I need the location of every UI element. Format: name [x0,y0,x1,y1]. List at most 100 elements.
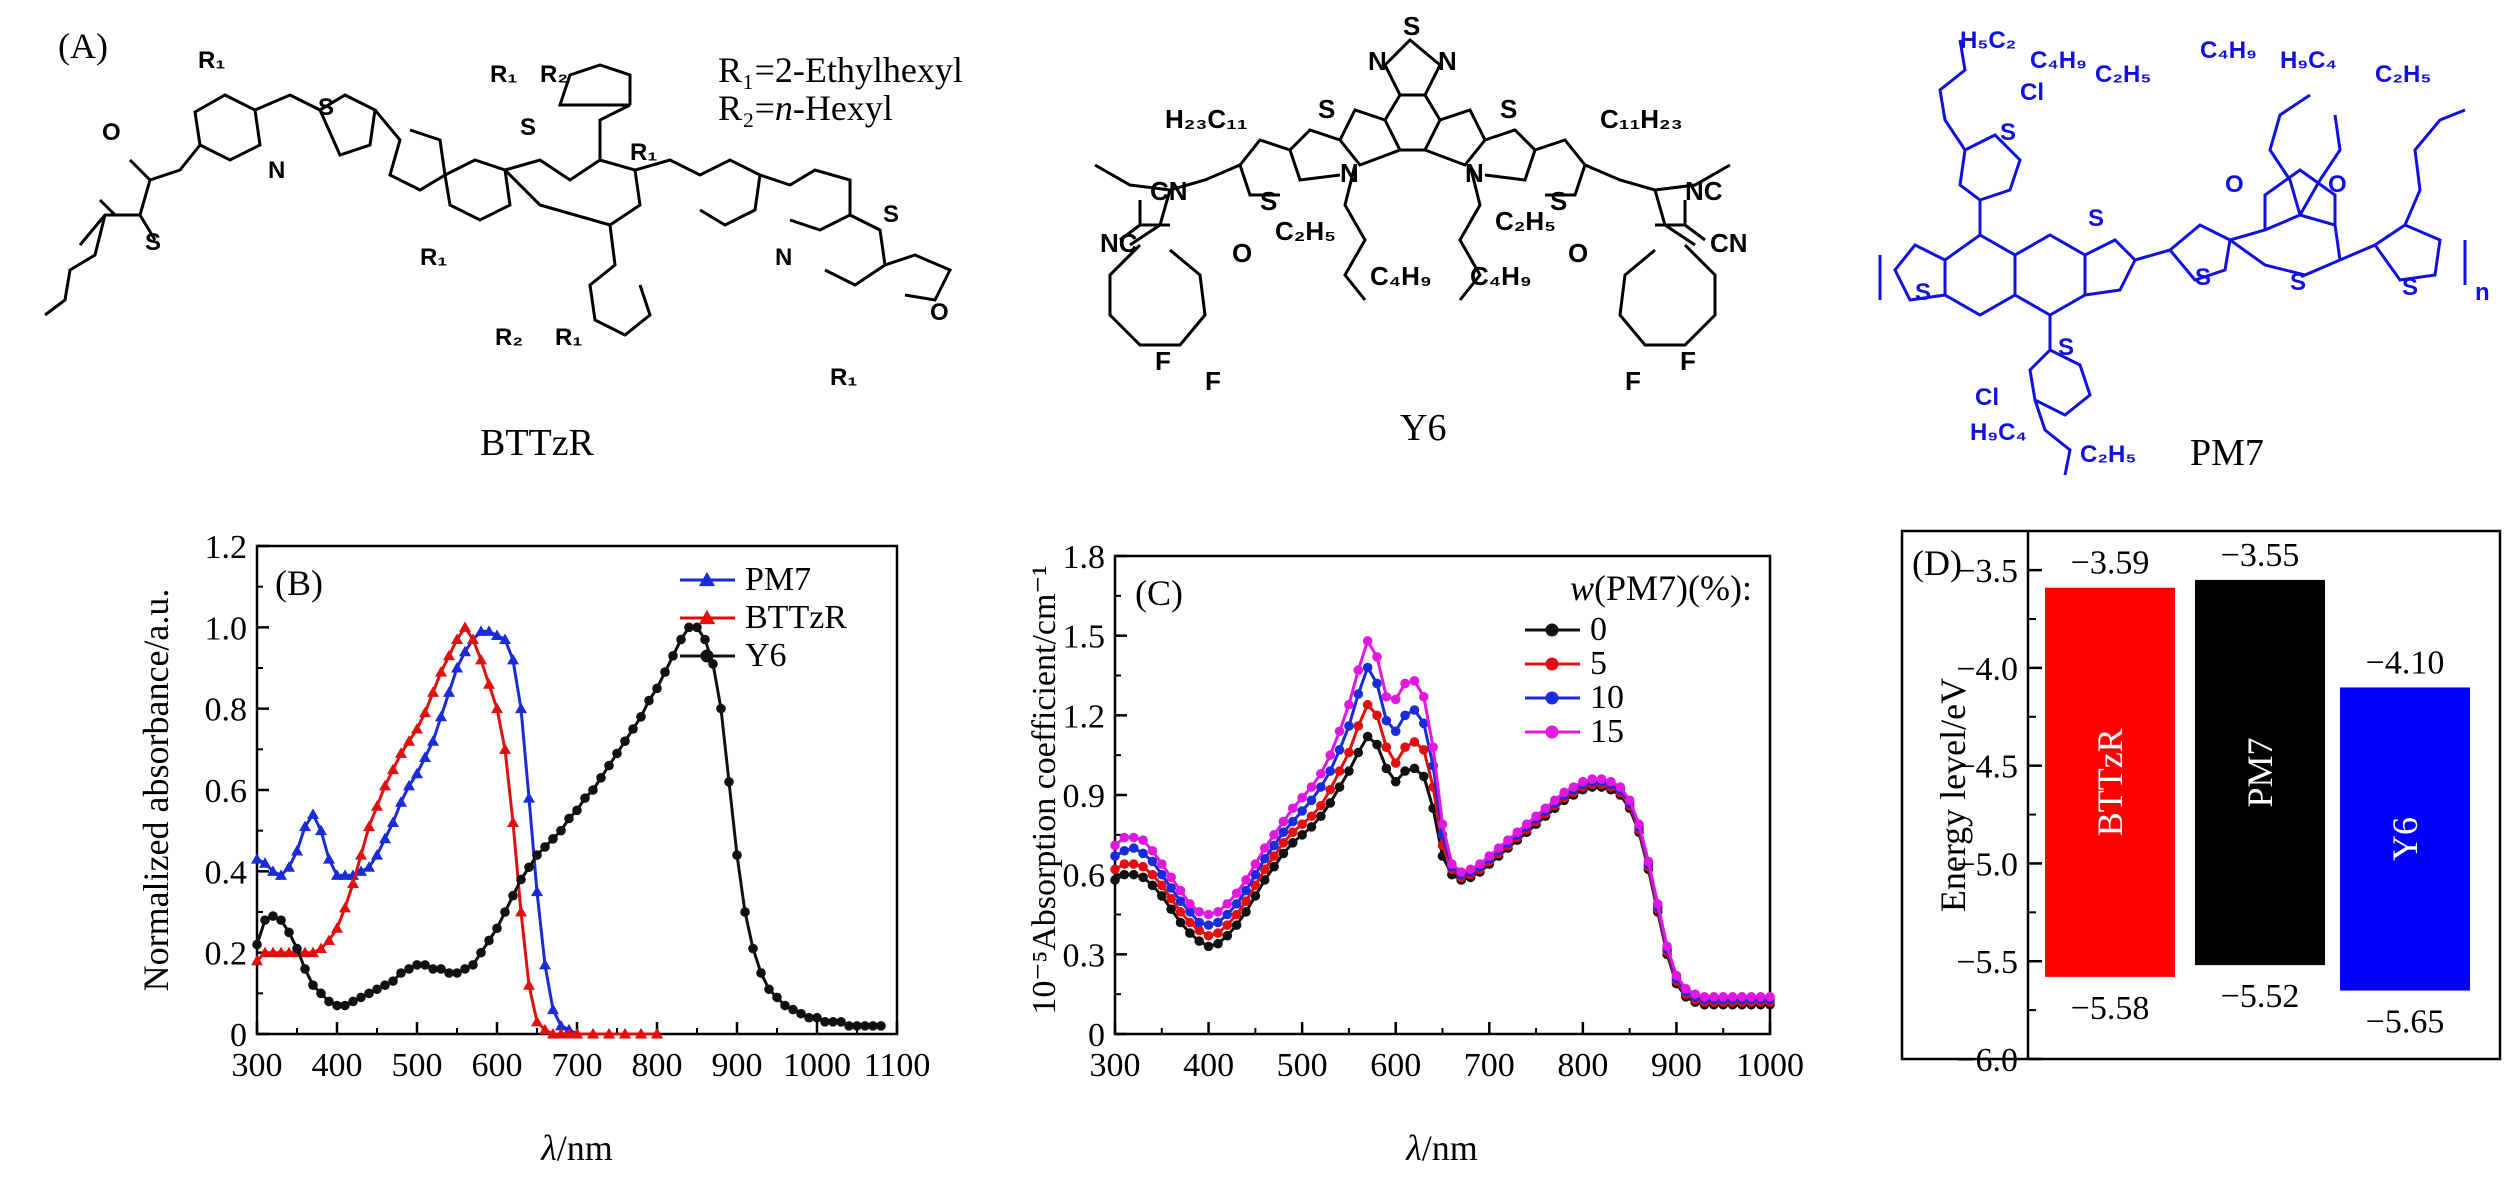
data-point-15 [1287,803,1298,814]
data-point-5 [1110,864,1120,875]
data-point-Y6 [356,992,366,1003]
pm7-s-7: S [2402,274,2418,301]
bttzr-atom-r1-e: R₁ [420,244,447,271]
chart-b-ylabel: Normalized absorbance/a.u. [136,589,176,992]
chart-d-ylabel: Energy level/eV [1933,678,1973,912]
bttzr-atom-s-a: S [145,229,161,256]
y6-atom-n-core-left: N [1340,158,1359,188]
data-point-15 [1680,984,1691,994]
data-point-10 [1185,907,1195,917]
data-point-5 [1334,766,1345,776]
y6-atom-s-2: S [1500,94,1517,124]
data-point-10 [1297,806,1307,816]
pm7-structure [1878,39,2467,476]
x-tick-label: 1100 [864,1047,931,1084]
data-point-Y6 [700,634,710,645]
legend-label-5: 5 [1590,645,1607,682]
chart-d-bars: −3.59 −5.58 BTTzR −3.55 −5.52 PM7 −4.10 −5.65 Y6 [2045,537,2470,1041]
data-point-15 [1662,941,1672,952]
y-tick-label: 0.3 [1063,937,1106,974]
y-tick-label: 0.9 [1063,778,1106,815]
data-point-Y6 [868,1021,878,1031]
data-point-0 [1372,739,1382,750]
pm7-n-subscript: n [2475,279,2490,306]
y6-atom-s-3: S [1260,186,1277,216]
series-line-Y6 [255,625,881,1028]
data-point-Y6 [796,1008,806,1019]
data-point-Y6 [596,773,606,783]
data-point-Y6 [580,793,590,803]
bttzr-r1-definition: R₁=2-Ethylhexyl [718,50,963,90]
data-point-Y6 [540,842,550,852]
data-point-Y6 [468,960,478,970]
data-point-BTTzR [395,747,407,758]
data-point-15 [1718,992,1729,1002]
data-point-5 [1250,880,1261,891]
data-point-Y6 [828,1017,838,1027]
data-point-15 [1334,726,1345,737]
data-point-Y6 [820,1017,830,1027]
data-point-Y6 [324,996,334,1007]
pm7-c4h9-mid: C₄H₉ [2200,37,2257,64]
data-point-15 [1269,830,1279,840]
y6-c4h9-left: C₄H₉ [1370,261,1432,291]
chart-d-frame [1900,529,2502,1061]
data-point-Y6 [812,1012,822,1023]
y6-c2h5-right: C₂H₅ [1495,206,1556,236]
data-point-10 [1128,843,1139,853]
data-point-10 [1269,840,1279,851]
bttzr-atom-r1-d: R₁ [630,139,657,166]
bttzr-atom-s-d: S [883,201,899,228]
data-point-10 [1287,816,1298,827]
data-point-Y6 [308,980,318,990]
data-point-Y6 [620,736,630,746]
pm7-s-4: S [2058,334,2074,361]
x-tick-label: 800 [1557,1047,1608,1084]
chart-c-ticks: 300 400 500 600 700 800 900 1000 0 0.3 0.6 0.9 1.2 1.… [1063,539,1805,1084]
data-point-Y6 [660,667,670,677]
data-point-PM7 [283,861,295,872]
legend-marker-Y6 [700,649,714,663]
pm7-cl-bottom: Cl [1975,384,1999,411]
data-point-0 [1213,938,1223,949]
data-point-BTTzR [355,849,367,860]
data-point-5 [1241,896,1251,907]
y-tick-label: −3.5 [1956,553,2018,590]
data-point-0 [1334,782,1345,792]
data-point-0 [1138,872,1148,883]
data-point-PM7 [259,857,271,868]
data-point-BTTzR [443,649,455,661]
data-point-BTTzR [587,1028,599,1039]
data-point-15 [1652,899,1663,909]
data-point-0 [1119,869,1130,880]
pm7-s-5: S [2195,264,2211,291]
data-point-PM7 [475,625,487,636]
data-point-15 [1222,899,1233,909]
data-point-PM7 [403,779,415,791]
homo-label-Y6: −5.65 [2366,1004,2445,1041]
data-point-Y6 [692,622,702,633]
data-point-BTTzR [427,686,439,697]
data-point-10 [1156,869,1167,880]
legend-label-15: 15 [1590,713,1624,750]
data-point-15 [1278,816,1289,827]
y6-cn-right-top: NC [1685,176,1723,206]
data-point-Y6 [300,964,310,974]
data-point-10 [1400,710,1410,721]
y6-f-4: F [1680,346,1696,376]
data-point-5 [1259,864,1270,875]
chart-b-xlabel: λ/nm [540,1128,613,1168]
data-point-Y6 [588,785,598,795]
y6-f-1: F [1155,346,1171,376]
data-point-15 [1166,872,1176,883]
data-point-15 [1587,774,1598,784]
data-point-0 [1390,776,1401,787]
panel-label-c: (C) [1135,573,1183,613]
data-point-15 [1400,678,1410,689]
bar-name-PM7: PM7 [2240,737,2280,807]
pm7-c2h5-bottom: C₂H₅ [2080,441,2136,468]
data-point-Y6 [436,964,446,974]
x-tick-label: 500 [392,1047,443,1084]
data-point-BTTzR [363,820,375,832]
